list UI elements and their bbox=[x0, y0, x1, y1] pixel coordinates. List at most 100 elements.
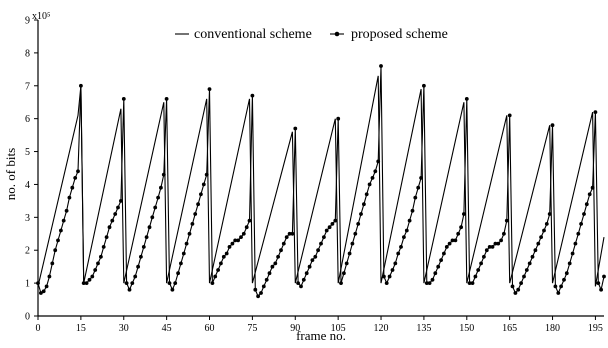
data-point bbox=[64, 208, 69, 213]
data-point bbox=[56, 238, 60, 243]
data-point bbox=[339, 281, 343, 285]
x-tick-label: 60 bbox=[205, 323, 215, 334]
data-point bbox=[127, 287, 132, 292]
data-point bbox=[147, 225, 152, 230]
x-tick-label: 150 bbox=[459, 323, 474, 334]
data-point bbox=[101, 245, 106, 249]
data-point bbox=[144, 235, 149, 240]
data-point bbox=[379, 64, 383, 68]
data-point bbox=[490, 245, 495, 249]
data-point bbox=[259, 291, 263, 295]
data-point bbox=[224, 251, 229, 256]
data-point bbox=[459, 225, 463, 230]
data-point bbox=[496, 241, 501, 246]
data-point bbox=[219, 261, 223, 266]
x-tick-label: 0 bbox=[36, 323, 41, 334]
data-point bbox=[467, 281, 472, 285]
legend-marker bbox=[334, 31, 340, 37]
data-point bbox=[153, 205, 158, 210]
data-point bbox=[261, 284, 266, 289]
data-point bbox=[173, 281, 178, 285]
data-point bbox=[353, 231, 358, 236]
data-point bbox=[579, 222, 583, 226]
data-point bbox=[84, 281, 89, 285]
data-point bbox=[164, 97, 169, 101]
data-point bbox=[527, 261, 532, 266]
data-point bbox=[93, 268, 98, 272]
data-point bbox=[382, 274, 386, 279]
data-point bbox=[81, 281, 86, 285]
data-point bbox=[539, 235, 543, 240]
data-point bbox=[281, 241, 286, 246]
data-point bbox=[544, 222, 549, 226]
data-point bbox=[436, 264, 441, 269]
data-point bbox=[130, 281, 135, 285]
data-point bbox=[196, 202, 201, 207]
data-point bbox=[70, 185, 75, 190]
data-point bbox=[96, 261, 100, 266]
data-point bbox=[384, 281, 389, 285]
data-point bbox=[390, 268, 395, 272]
legend-label-1: conventional scheme bbox=[194, 27, 312, 42]
data-point bbox=[370, 176, 375, 180]
data-point bbox=[113, 212, 118, 216]
y-tick-label: 1 bbox=[25, 279, 30, 290]
data-point bbox=[582, 212, 586, 216]
data-point bbox=[284, 235, 289, 240]
data-point bbox=[319, 241, 323, 246]
data-point bbox=[407, 218, 412, 223]
data-point bbox=[567, 261, 572, 266]
data-point bbox=[322, 235, 326, 240]
data-point bbox=[476, 268, 481, 272]
data-point bbox=[473, 274, 478, 279]
data-point bbox=[187, 231, 192, 236]
data-point bbox=[587, 192, 592, 197]
x-tick-label: 195 bbox=[588, 323, 603, 334]
data-point bbox=[253, 287, 258, 292]
y-tick-label: 3 bbox=[25, 213, 30, 224]
data-point bbox=[207, 87, 212, 91]
data-point bbox=[376, 159, 381, 164]
data-point bbox=[387, 274, 392, 279]
y-tick-label: 4 bbox=[25, 180, 30, 191]
data-point bbox=[313, 254, 318, 259]
data-point bbox=[470, 281, 475, 285]
data-point bbox=[530, 254, 535, 259]
data-point bbox=[119, 199, 123, 203]
x-tick-label: 120 bbox=[374, 323, 389, 334]
data-point bbox=[479, 261, 483, 266]
series-line-1 bbox=[37, 75, 605, 287]
data-point bbox=[107, 225, 112, 230]
data-point bbox=[44, 284, 49, 289]
x-tick-label: 135 bbox=[416, 323, 431, 334]
y-tick-label: 6 bbox=[25, 114, 30, 125]
data-point bbox=[359, 212, 363, 216]
data-point bbox=[61, 218, 66, 223]
data-point bbox=[41, 289, 46, 294]
data-point bbox=[279, 248, 283, 253]
data-point bbox=[593, 110, 598, 114]
data-point bbox=[590, 185, 595, 190]
data-point bbox=[456, 231, 461, 236]
data-point bbox=[596, 281, 601, 285]
data-point bbox=[422, 83, 426, 88]
data-point bbox=[67, 195, 72, 200]
data-point bbox=[524, 268, 529, 272]
data-point bbox=[139, 254, 143, 259]
data-point bbox=[36, 281, 40, 285]
data-point bbox=[210, 281, 215, 285]
data-point bbox=[559, 284, 563, 289]
x-tick-label: 105 bbox=[331, 323, 346, 334]
data-point bbox=[502, 231, 506, 236]
data-point bbox=[516, 287, 521, 292]
data-point bbox=[342, 271, 346, 276]
data-point bbox=[442, 251, 446, 256]
data-point bbox=[167, 281, 172, 285]
data-point bbox=[324, 228, 329, 233]
data-point bbox=[599, 287, 603, 292]
x-tick-label: 75 bbox=[247, 323, 257, 334]
data-point bbox=[447, 241, 452, 246]
x-tick-label: 165 bbox=[502, 323, 517, 334]
